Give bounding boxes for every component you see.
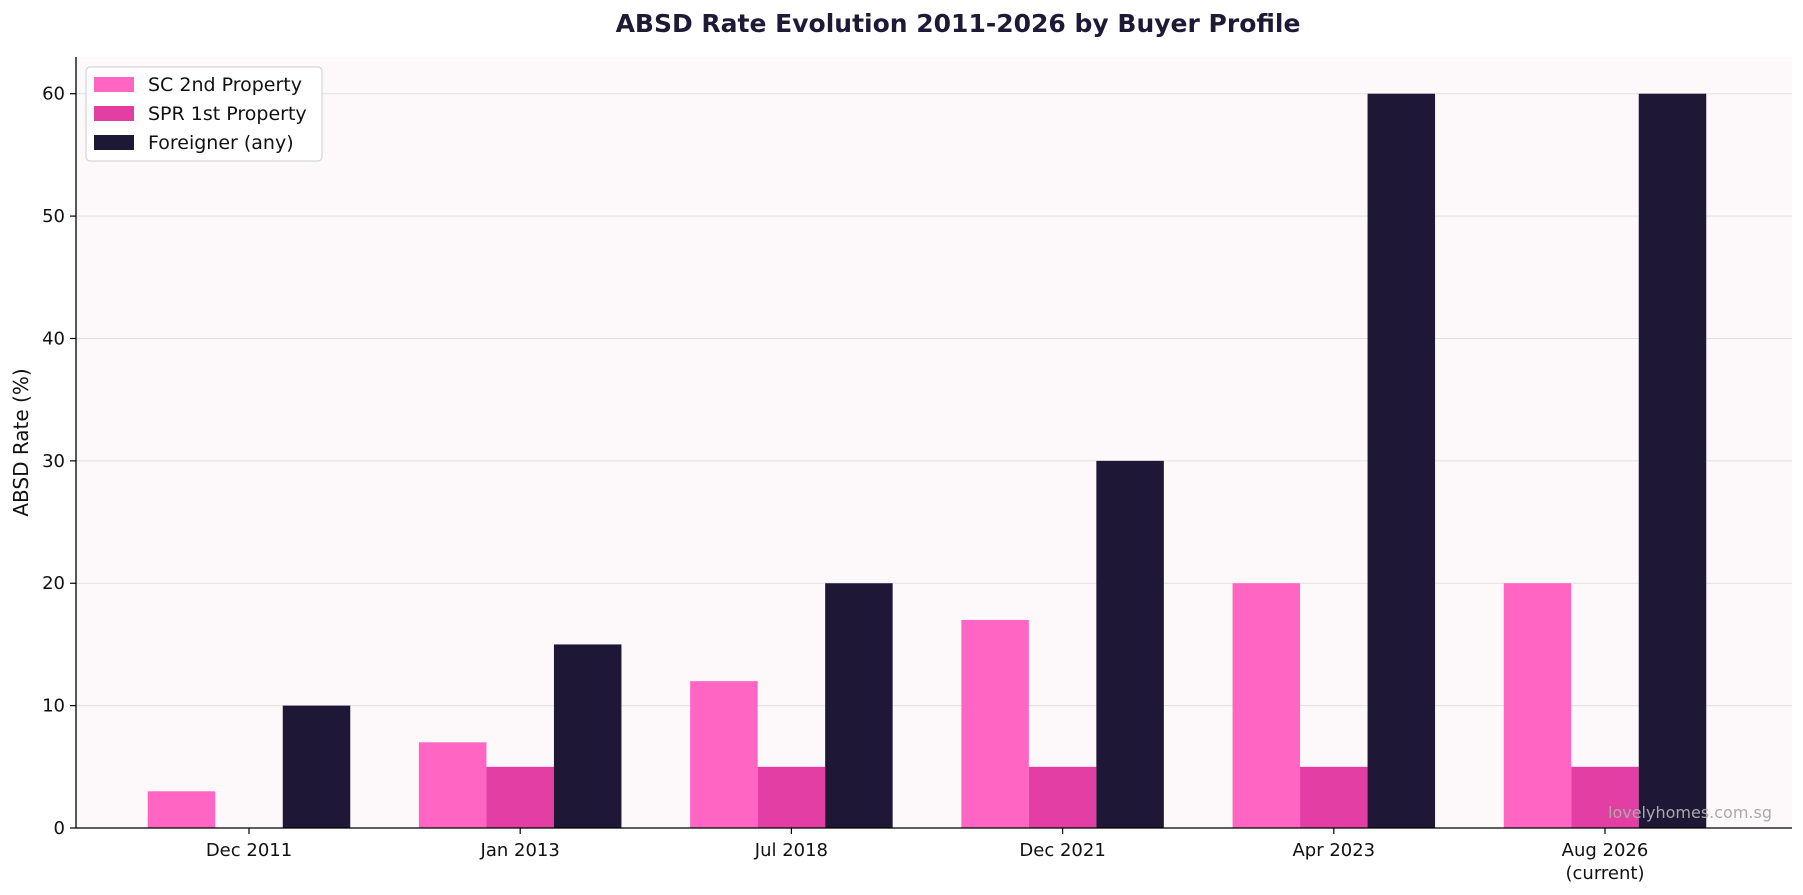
- bar-1-5: [1232, 583, 1301, 828]
- y-ticks: 0 10 20 30 40 50 60: [42, 84, 76, 839]
- y-tick-label: 20: [42, 573, 65, 594]
- bar-3-4: [1096, 460, 1164, 828]
- y-tick-label: 10: [42, 696, 65, 717]
- legend-swatch: [94, 106, 134, 121]
- watermark: lovelyhomes.com.sg: [1608, 803, 1772, 822]
- bars: [147, 93, 1707, 828]
- legend-box: [85, 66, 323, 162]
- bar-3-3: [825, 583, 893, 828]
- y-tick-label: 60: [42, 84, 65, 105]
- legend-swatch: [94, 77, 134, 92]
- bar-1-4: [961, 619, 1029, 828]
- bar-1-2: [418, 742, 487, 828]
- y-axis-label: ABSD Rate (%): [9, 368, 33, 516]
- x-tick-label: Dec 2011: [206, 840, 292, 861]
- legend-label: SC 2nd Property: [148, 74, 302, 96]
- y-tick-label: 40: [42, 328, 65, 349]
- legend: SC 2nd Property SPR 1st Property Foreigner…: [85, 66, 323, 162]
- x-tick-label: Apr 2023: [1292, 840, 1375, 861]
- bar-3-2: [553, 644, 622, 828]
- bar-3-5: [1367, 93, 1436, 828]
- bar-3-6: [1638, 93, 1707, 828]
- bar-1-6: [1503, 583, 1572, 828]
- bar-2-3: [757, 766, 826, 828]
- y-tick-label: 50: [42, 206, 65, 227]
- bar-1-3: [690, 681, 758, 828]
- bar-2-5: [1300, 766, 1368, 828]
- x-tick-label: Aug 2026: [1562, 840, 1649, 861]
- axes: [75, 57, 1792, 829]
- bar-2-4: [1028, 766, 1097, 828]
- x-tick-label: Jan 2013: [480, 840, 560, 861]
- x-tick-label: Dec 2021: [1019, 840, 1105, 861]
- y-tick-label: 30: [42, 451, 65, 472]
- y-tick-label: 0: [54, 818, 65, 839]
- bar-1-1: [147, 791, 216, 828]
- bar-3-1: [282, 705, 351, 828]
- chart-title: ABSD Rate Evolution 2011-2026 by Buyer P…: [616, 9, 1301, 38]
- bar-2-2: [486, 766, 554, 828]
- legend-label: Foreigner (any): [148, 132, 294, 154]
- legend-swatch: [94, 135, 134, 150]
- x-ticks: Dec 2011 Jan 2013 Jul 2018 Dec 2021 Apr 2023…: [206, 828, 1649, 884]
- legend-label: SPR 1st Property: [148, 103, 307, 125]
- x-tick-label: Jul 2018: [754, 840, 828, 861]
- bar-2-6: [1571, 766, 1639, 828]
- x-tick-label: (current): [1566, 863, 1645, 884]
- grid-lines: [76, 93, 1792, 707]
